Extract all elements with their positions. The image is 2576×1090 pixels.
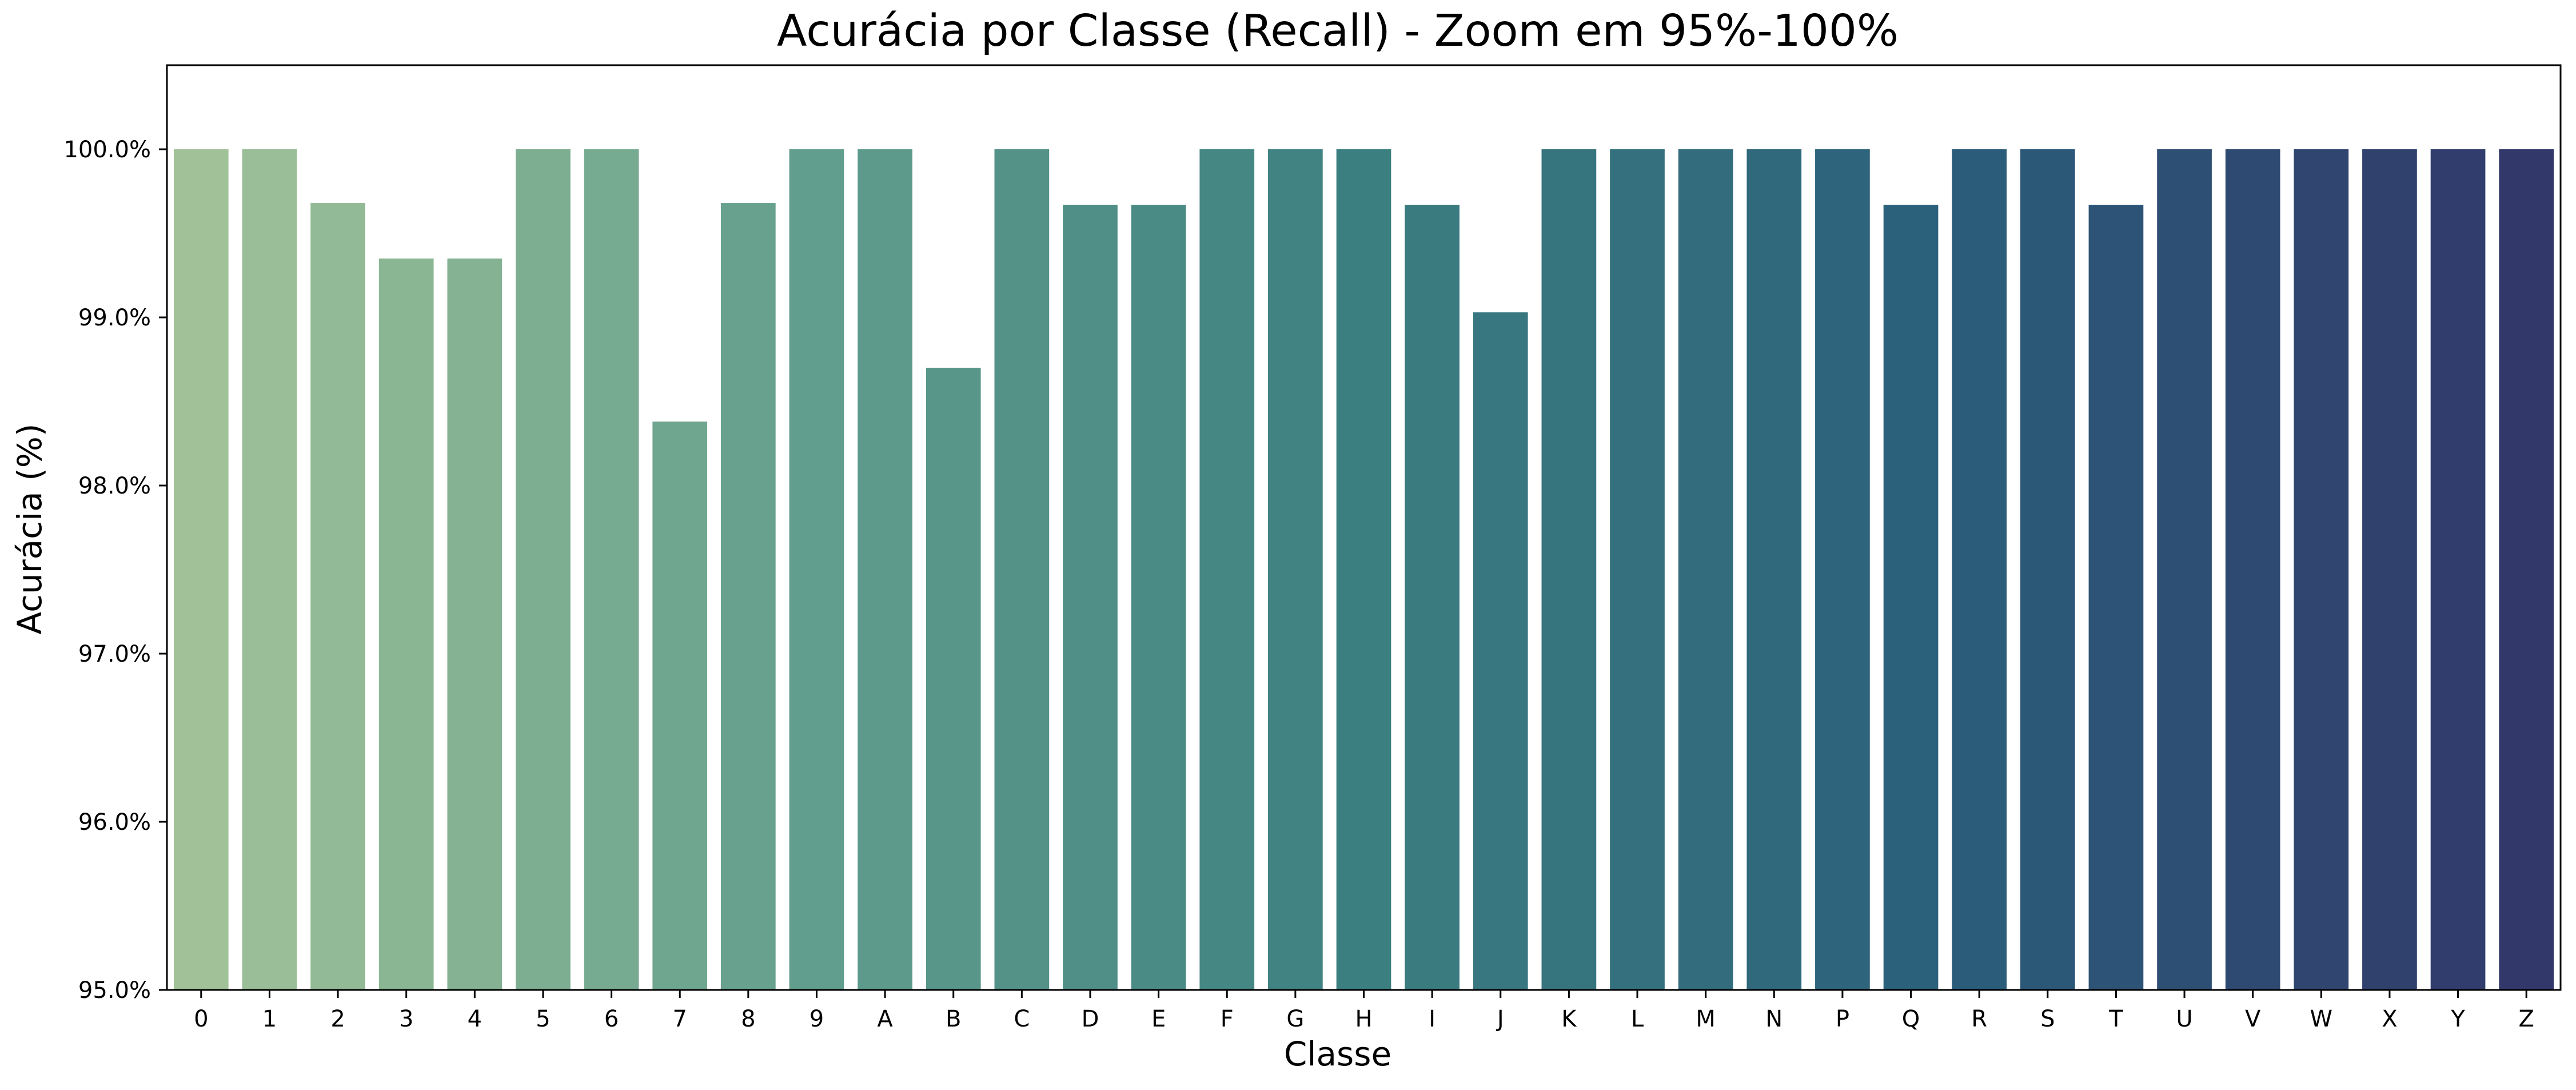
bar-N [1746,149,1802,990]
x-tick-label: H [1355,1006,1372,1032]
bar-9 [789,149,844,990]
x-tick-label: 3 [399,1006,413,1032]
x-tick-label: S [2040,1006,2055,1032]
bar-T [2088,205,2144,990]
bar-8 [720,203,776,990]
x-tick-label: F [1221,1006,1234,1032]
x-axis-ticks: 0 1 2 3 4 5 6 7 8 9 A B C D E F G H I J K L M N P Q R S T U V W X Y Z [194,990,2534,1032]
bar-U [2157,149,2212,990]
x-tick-label: 7 [672,1006,687,1032]
bar-R [1952,149,2007,990]
y-tick-label: 100.0% [63,137,151,163]
bar-7 [652,421,708,990]
bar-K [1541,149,1597,990]
bar-Q [1883,205,1939,990]
bar-3 [378,258,434,990]
x-tick-label: J [1496,1006,1504,1032]
bar-X [2362,149,2417,990]
x-tick-label: 2 [330,1006,345,1032]
x-tick-label: T [2108,1006,2123,1032]
bar-P [1815,149,1870,990]
x-tick-label: Y [2450,1006,2465,1032]
x-tick-label: 4 [468,1006,482,1032]
x-tick-label: M [1696,1006,1716,1032]
bar-1 [242,149,297,990]
bar-J [1473,312,1528,990]
x-tick-label: N [1765,1006,1783,1032]
bar-4 [447,258,503,990]
x-tick-label: E [1151,1006,1166,1032]
y-tick-label: 98.0% [78,473,151,499]
x-tick-label: 1 [262,1006,277,1032]
x-tick-label: L [1631,1006,1644,1032]
bar-Z [2499,149,2554,990]
x-tick-label: 0 [194,1006,208,1032]
x-tick-label: K [1561,1006,1577,1032]
x-axis-label: Classe [1284,1035,1391,1073]
x-tick-label: U [2176,1006,2192,1032]
bar-S [2020,149,2075,990]
bar-2 [310,203,365,990]
bar-M [1678,149,1733,990]
bar-D [1063,205,1118,990]
bar-E [1131,205,1186,990]
y-tick-label: 97.0% [78,641,151,667]
y-tick-label: 96.0% [78,809,151,836]
bar-V [2225,149,2280,990]
chart-title: Acurácia por Classe (Recall) - Zoom em 9… [777,6,1899,57]
bar-F [1199,149,1255,990]
x-tick-label: 8 [741,1006,755,1032]
x-tick-label: G [1286,1006,1304,1032]
bar-H [1336,149,1391,990]
x-tick-label: I [1429,1006,1435,1032]
bar-W [2294,149,2349,990]
x-tick-label: V [2245,1006,2261,1032]
y-tick-label: 99.0% [78,305,151,331]
bar-5 [516,149,571,990]
bar-6 [584,149,639,990]
bar-I [1405,205,1460,990]
x-tick-label: A [877,1006,893,1032]
x-tick-label: D [1082,1006,1099,1032]
bars-group [173,149,2554,990]
x-tick-label: X [2382,1006,2397,1032]
x-tick-label: B [946,1006,961,1032]
x-tick-label: Z [2518,1006,2534,1032]
bar-0 [173,149,229,990]
x-tick-label: 5 [536,1006,550,1032]
x-tick-label: P [1836,1006,1849,1032]
x-tick-label: 6 [604,1006,619,1032]
y-axis-label: Acurácia (%) [10,423,49,634]
x-tick-label: W [2310,1006,2333,1032]
bar-Y [2430,149,2486,990]
plot-area-frame [166,64,2562,991]
bar-C [994,149,1050,990]
x-tick-label: Q [1902,1006,1920,1032]
bar-G [1268,149,1323,990]
x-tick-label: C [1014,1006,1030,1032]
bar-A [858,149,912,990]
y-tick-label: 95.0% [78,977,151,1004]
x-tick-label: 9 [810,1006,824,1032]
x-tick-label: R [1971,1006,1987,1032]
bar-B [926,368,981,990]
y-axis-ticks: 95.0% 96.0% 97.0% 98.0% 99.0% 100.0% [63,137,167,1004]
bar-L [1610,149,1665,990]
